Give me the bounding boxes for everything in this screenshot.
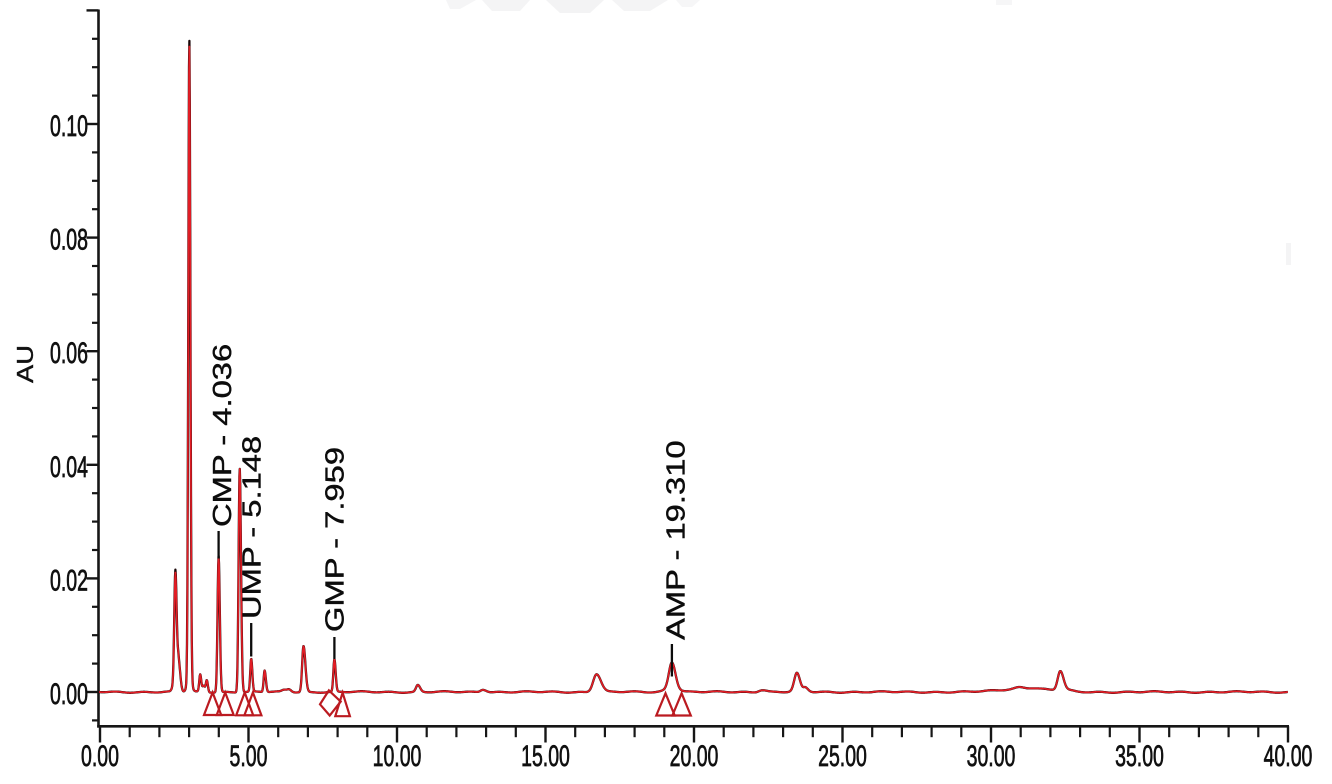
svg-text:40.00: 40.00 (1264, 740, 1313, 773)
svg-text:0.06: 0.06 (50, 337, 88, 370)
svg-text:10.00: 10.00 (373, 740, 422, 773)
svg-text:0.02: 0.02 (50, 564, 88, 597)
svg-text:CMP - 4.036: CMP - 4.036 (208, 344, 237, 527)
svg-text:35.00: 35.00 (1115, 740, 1164, 773)
svg-text:5.00: 5.00 (230, 740, 268, 773)
svg-text:GMP - 7.959: GMP - 7.959 (321, 447, 350, 632)
svg-text:20.00: 20.00 (670, 740, 719, 773)
svg-text:0.04: 0.04 (50, 451, 88, 484)
svg-text:UMP - 5.148: UMP - 5.148 (238, 436, 267, 619)
svg-text:AMP - 19.310: AMP - 19.310 (662, 440, 691, 640)
svg-text:30.00: 30.00 (967, 740, 1016, 773)
svg-text:15.00: 15.00 (521, 740, 570, 773)
svg-text:25.00: 25.00 (818, 740, 867, 773)
svg-text:0.10: 0.10 (50, 110, 88, 143)
svg-text:0.08: 0.08 (50, 224, 88, 257)
svg-text:AU: AU (13, 345, 39, 383)
svg-text:0.00: 0.00 (81, 740, 119, 773)
svg-text:0.00: 0.00 (50, 678, 88, 711)
